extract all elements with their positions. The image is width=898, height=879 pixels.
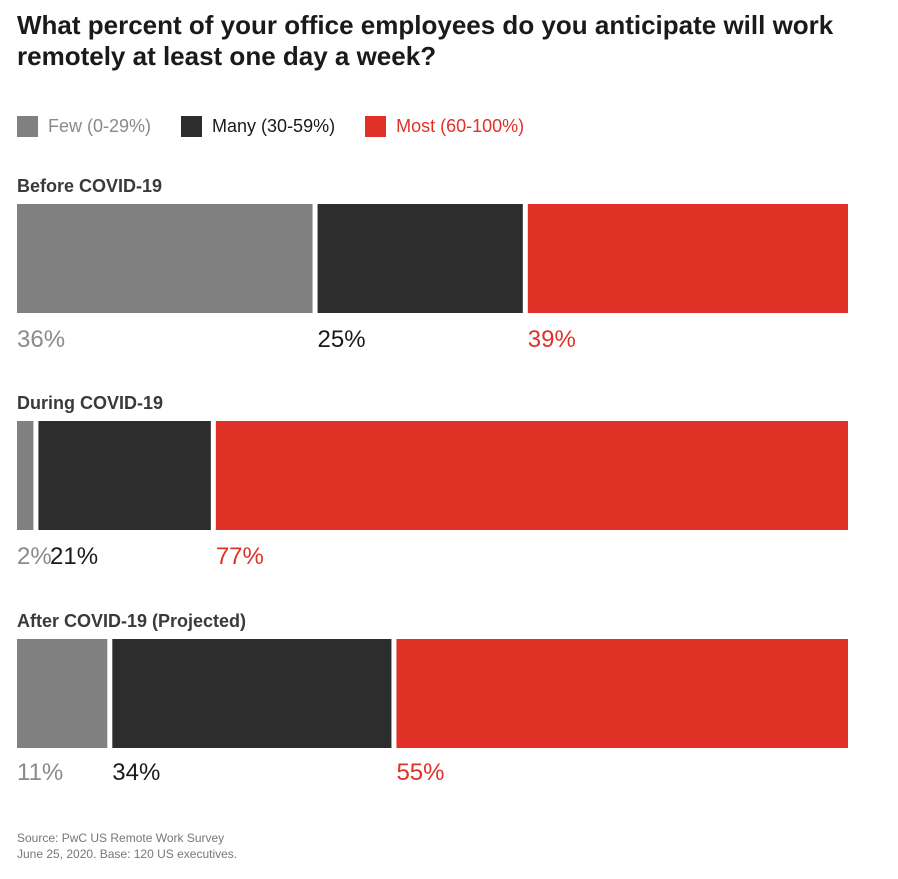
bar-segment-few xyxy=(17,204,313,313)
bar-segment-most xyxy=(396,639,848,748)
bar-segment-many xyxy=(112,639,392,748)
value-label-many: 25% xyxy=(318,326,366,353)
category-label: Before COVID-19 xyxy=(17,176,162,196)
legend-label-many: Many (30-59%) xyxy=(212,115,336,136)
bar-segment-few xyxy=(17,421,34,530)
bar-segment-most xyxy=(527,204,848,313)
legend-label-few: Few (0-29%) xyxy=(48,115,152,136)
legend-swatch-most xyxy=(365,115,387,137)
value-label-few: 36% xyxy=(17,326,65,353)
value-label-few: 11% xyxy=(17,759,63,786)
legend: Few (0-29%) Many (30-59%) Most (60-100%) xyxy=(17,114,554,138)
value-label-many: 34% xyxy=(112,759,160,786)
value-label-most: 77% xyxy=(216,543,264,570)
bar-segment-many xyxy=(317,204,523,313)
legend-swatch-many xyxy=(181,115,203,137)
value-label-many: 21% xyxy=(50,543,98,570)
bar-segment-few xyxy=(17,639,108,748)
bar-segment-many xyxy=(38,421,211,530)
category-label: During COVID-19 xyxy=(17,393,163,413)
footnote: Source: PwC US Remote Work Survey June 2… xyxy=(17,830,237,862)
legend-swatch-few xyxy=(17,115,38,137)
chart-title: What percent of your office employees do… xyxy=(17,10,834,71)
category-label: After COVID-19 (Projected) xyxy=(17,611,246,631)
stacked-bar-chart: Before COVID-19 36% 25% 39% During COVID-19 2… xyxy=(17,176,848,786)
source-note: Source: PwC US Remote Work Survey xyxy=(17,831,225,845)
value-label-most: 39% xyxy=(528,326,576,353)
value-label-few: 2% xyxy=(17,543,52,570)
legend-item-most: Most (60-100%) xyxy=(365,115,525,137)
legend-label-most: Most (60-100%) xyxy=(396,115,525,136)
base-note: June 25, 2020. Base: 120 US executives. xyxy=(17,847,238,861)
bar-segment-most xyxy=(215,421,848,530)
legend-item-many: Many (30-59%) xyxy=(181,115,336,137)
value-label-most: 55% xyxy=(396,759,444,786)
legend-item-few: Few (0-29%) xyxy=(17,115,152,137)
